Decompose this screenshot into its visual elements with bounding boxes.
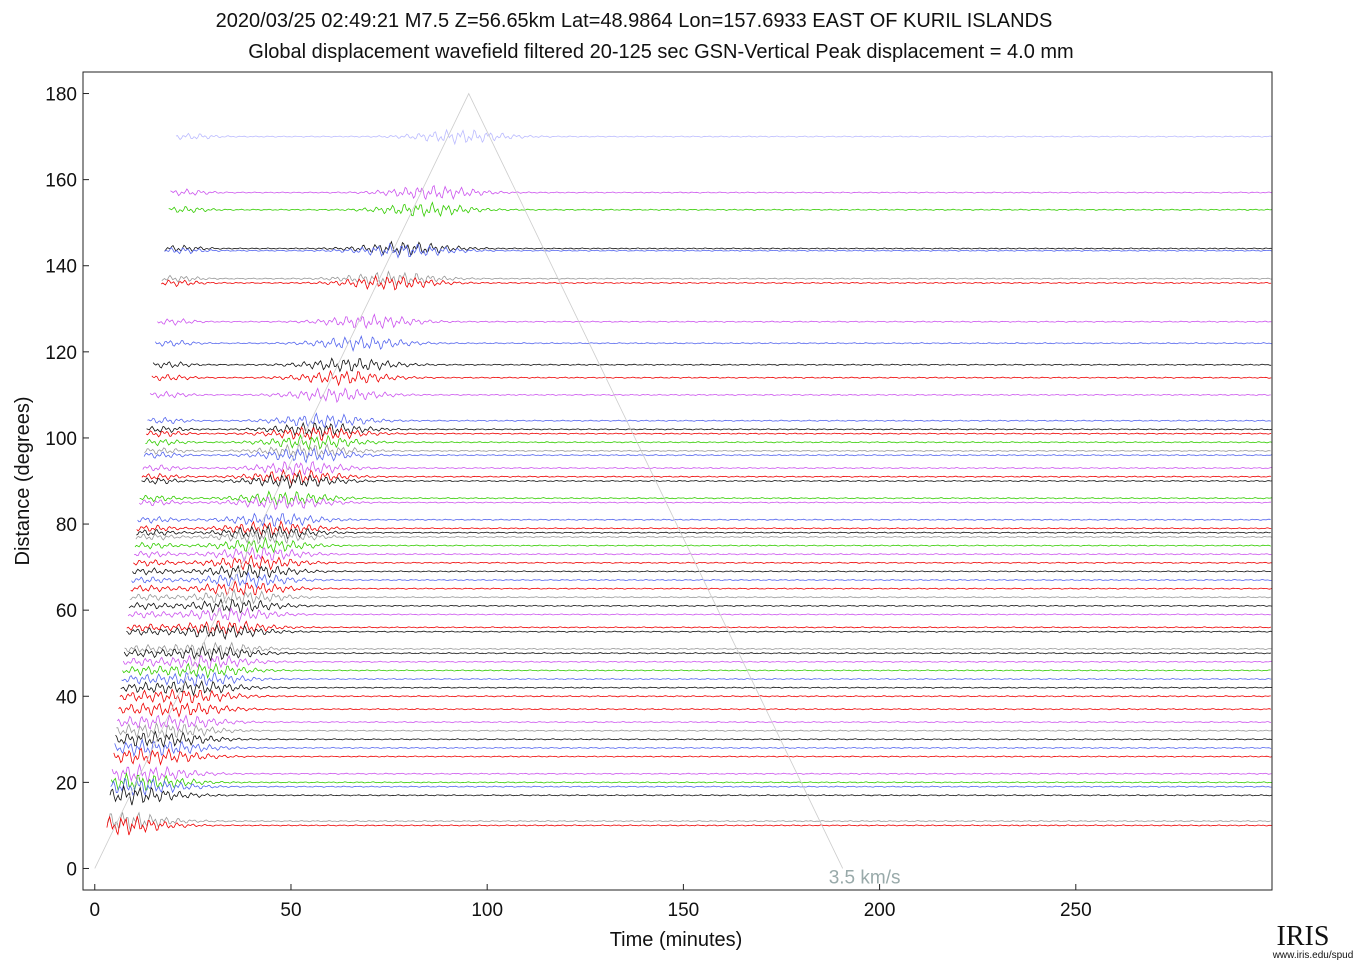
- y-tick-label: 0: [66, 859, 77, 880]
- x-tick-label: 150: [668, 900, 700, 921]
- trace: [143, 447, 1272, 464]
- trace: [161, 274, 1272, 291]
- trace: [106, 815, 1272, 836]
- trace: [113, 747, 1272, 766]
- x-tick-label: 100: [471, 900, 503, 921]
- trace: [136, 524, 1271, 542]
- trace: [126, 623, 1272, 641]
- trace: [141, 468, 1271, 486]
- trace: [110, 777, 1272, 797]
- trace: [118, 700, 1272, 718]
- logo: IRIS: [1277, 921, 1330, 952]
- trace: [170, 184, 1272, 201]
- y-tick-label: 100: [45, 429, 77, 450]
- y-axis-label: Distance (degrees): [12, 397, 34, 566]
- y-tick-label: 60: [56, 601, 77, 622]
- trace: [131, 571, 1272, 589]
- y-tick-label: 140: [45, 257, 77, 278]
- x-tick-label: 200: [864, 900, 896, 921]
- trace: [133, 546, 1272, 563]
- trace: [115, 730, 1273, 749]
- y-tick-label: 80: [56, 515, 77, 536]
- trace: [139, 490, 1272, 507]
- trace: [137, 512, 1271, 527]
- x-tick-label: 50: [280, 900, 301, 921]
- trace: [110, 771, 1272, 792]
- trace: [128, 598, 1272, 614]
- y-tick-label: 120: [45, 343, 77, 364]
- trace: [154, 335, 1272, 353]
- trace: [168, 201, 1272, 218]
- trace: [157, 313, 1272, 330]
- y-tick-label: 40: [56, 687, 77, 708]
- trace: [107, 811, 1271, 832]
- trace: [109, 784, 1273, 806]
- y-tick-label: 160: [45, 171, 77, 192]
- velocity-label: 3.5 km/s: [829, 867, 901, 888]
- trace: [114, 738, 1272, 758]
- x-axis-label: Time (minutes): [610, 929, 743, 951]
- trace: [141, 472, 1272, 490]
- logo-url: www.iris.edu/spud: [1272, 950, 1354, 961]
- trace: [139, 495, 1272, 511]
- trace: [164, 240, 1272, 257]
- trace: [133, 554, 1272, 571]
- plot-frame: [82, 71, 1273, 891]
- trace: [121, 671, 1272, 687]
- trace: [123, 644, 1272, 662]
- trace: [147, 412, 1272, 429]
- trace: [161, 270, 1272, 288]
- x-tick-label: 250: [1060, 900, 1092, 921]
- trace: [129, 588, 1272, 605]
- trace: [134, 536, 1271, 554]
- trace: [132, 563, 1272, 579]
- trace: [164, 242, 1272, 259]
- trace: [149, 387, 1271, 403]
- trace: [126, 620, 1272, 635]
- trace: [146, 426, 1272, 442]
- trace: [122, 654, 1272, 669]
- trace: [127, 607, 1271, 624]
- trace: [120, 679, 1272, 697]
- trace: [130, 580, 1273, 597]
- chart-title: 2020/03/25 02:49:21 M7.5 Z=56.65km Lat=4…: [216, 10, 1053, 32]
- trace: [175, 128, 1273, 146]
- trace: [146, 421, 1272, 437]
- trace: [145, 433, 1272, 451]
- velocity-line: [94, 92, 844, 869]
- trace: [122, 662, 1271, 679]
- trace: [116, 722, 1272, 739]
- trace: [144, 443, 1271, 458]
- x-tick-label: 0: [89, 900, 100, 921]
- chart-subtitle: Global displacement wavefield filtered 2…: [248, 41, 1073, 63]
- y-tick-label: 20: [56, 773, 77, 794]
- trace: [142, 460, 1272, 476]
- trace: [151, 369, 1272, 387]
- trace: [124, 641, 1272, 658]
- trace: [136, 519, 1272, 537]
- trace: [111, 763, 1272, 784]
- trace: [116, 713, 1272, 732]
- trace: [152, 357, 1272, 373]
- trace: [135, 529, 1272, 545]
- trace: [119, 688, 1271, 704]
- y-tick-label: 180: [45, 85, 77, 106]
